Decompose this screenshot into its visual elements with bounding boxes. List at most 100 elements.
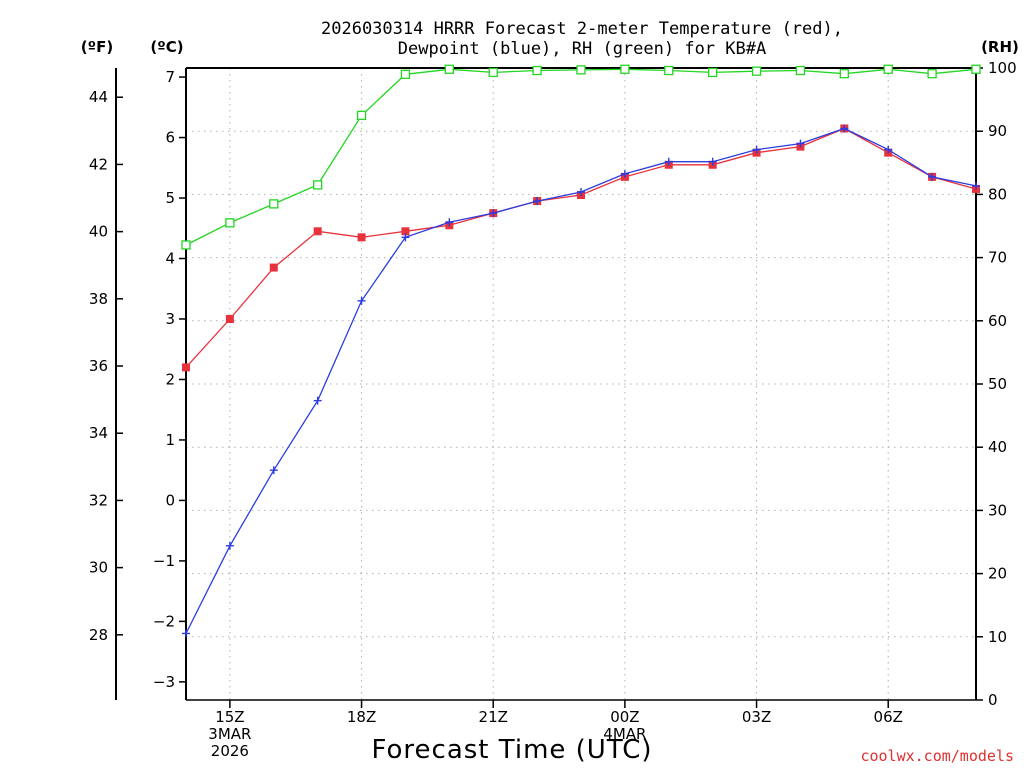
rh-point: [269, 199, 279, 209]
rh-axis-unit: (RH): [981, 38, 1019, 56]
dewpoint-point: [489, 209, 498, 218]
rh-point: [532, 65, 542, 76]
rh-point: [839, 69, 849, 79]
rh-point: [356, 110, 367, 121]
dewpoint-point: [708, 157, 717, 166]
dewpoint-point: [928, 172, 937, 181]
rh-point: [488, 67, 498, 78]
x-tick-label: 2026: [211, 742, 249, 760]
rh-tick-label: 50: [988, 375, 1007, 393]
dewpoint-point: [796, 139, 805, 148]
fahrenheit-tick-label: 32: [89, 491, 108, 509]
fahrenheit-tick-label: 36: [89, 357, 108, 375]
rh-point: [225, 218, 235, 228]
gridlines: [186, 67, 976, 701]
series-line: [185, 127, 977, 368]
rh-tick-label: 90: [988, 122, 1007, 140]
celsius-tick-label: 3: [165, 310, 175, 328]
dewpoint-point: [884, 145, 893, 154]
fahrenheit-tick-label: 30: [89, 559, 108, 577]
x-tick-label: 3MAR: [208, 725, 251, 743]
rh-tick-label: 70: [988, 249, 1007, 267]
dewpoint-point: [664, 157, 673, 166]
dewpoint-point: [357, 296, 366, 305]
x-tick-label: 21Z: [479, 708, 508, 726]
temperature-point: [313, 227, 322, 236]
rh-point: [883, 64, 893, 74]
celsius-tick-label: −3: [153, 673, 175, 691]
x-tick-label: 4MAR: [603, 725, 646, 743]
rh-point: [576, 65, 586, 75]
temperature-point: [182, 363, 190, 372]
fahrenheit-tick-label: 28: [89, 626, 108, 644]
rh-tick-label: 40: [988, 438, 1007, 456]
x-tick-label: 06Z: [874, 708, 903, 726]
series-layer: [181, 64, 981, 638]
rh-point: [971, 64, 981, 74]
rh-point: [751, 66, 762, 76]
temperature-point: [269, 263, 278, 272]
fahrenheit-axis-unit: (ºF): [81, 38, 113, 56]
dewpoint-point: [577, 187, 585, 196]
rh-point: [664, 65, 674, 76]
rh-tick-label: 30: [988, 501, 1007, 519]
dewpoint-point: [620, 169, 629, 178]
rh-point: [181, 240, 191, 250]
credit-text: coolwx.com/models: [860, 747, 1014, 765]
dewpoint-point: [972, 181, 980, 190]
dewpoint-point: [182, 629, 190, 638]
series-line: [185, 68, 977, 246]
rh-tick-label: 0: [988, 691, 998, 709]
celsius-tick-label: 1: [165, 431, 175, 449]
celsius-axis-unit: (ºC): [150, 38, 183, 56]
x-tick-label: 15Z: [215, 708, 244, 726]
celsius-tick-label: 5: [165, 189, 175, 207]
rh-tick-label: 60: [988, 312, 1007, 330]
x-axis-label: Forecast Time (UTC): [371, 735, 652, 765]
x-tick-label: 00Z: [610, 708, 639, 726]
celsius-tick-label: 7: [165, 68, 175, 86]
series-line: [185, 127, 977, 634]
tick-labels: 283032343638404244−3−2−10123456701020304…: [89, 59, 1017, 760]
celsius-tick-label: −2: [153, 612, 175, 630]
fahrenheit-tick-label: 44: [89, 88, 108, 106]
temperature-point: [401, 227, 410, 236]
celsius-tick-label: 0: [165, 491, 175, 509]
series-relative-humidity: [181, 64, 981, 250]
rh-tick-label: 10: [988, 628, 1007, 646]
fahrenheit-tick-label: 42: [89, 155, 108, 173]
dewpoint-point: [269, 466, 278, 475]
rh-point: [708, 67, 718, 78]
rh-point: [795, 65, 806, 76]
celsius-tick-label: −1: [153, 552, 175, 570]
rh-tick-label: 20: [988, 565, 1007, 583]
dewpoint-point: [313, 396, 322, 405]
series-dewpoint: [182, 124, 980, 638]
celsius-tick-label: 4: [165, 250, 175, 268]
chart-title-line-1: 2026030314 HRRR Forecast 2-meter Tempera…: [321, 19, 843, 39]
dewpoint-point: [225, 541, 234, 550]
dewpoint-point: [533, 197, 542, 206]
celsius-tick-label: 2: [165, 370, 175, 388]
rh-point: [400, 69, 411, 79]
fahrenheit-tick-label: 34: [89, 424, 108, 442]
temperature-point: [357, 233, 366, 242]
x-tick-label: 18Z: [347, 708, 376, 726]
rh-point: [444, 64, 454, 74]
series-temperature: [182, 124, 980, 372]
fahrenheit-tick-label: 38: [89, 290, 108, 308]
fahrenheit-tick-label: 40: [89, 223, 108, 241]
dewpoint-point: [752, 145, 761, 154]
chart-title-line-2: Dewpoint (blue), RH (green) for KB#A: [398, 39, 766, 59]
rh-point: [927, 69, 937, 79]
x-tick-label: 03Z: [742, 708, 771, 726]
rh-tick-label: 80: [988, 185, 1007, 203]
rh-point: [620, 64, 630, 74]
temperature-point: [225, 314, 234, 323]
rh-tick-label: 100: [988, 59, 1017, 77]
dewpoint-point: [445, 218, 454, 227]
dewpoint-point: [840, 124, 849, 133]
dewpoint-point: [401, 233, 410, 242]
celsius-tick-label: 6: [165, 129, 175, 147]
